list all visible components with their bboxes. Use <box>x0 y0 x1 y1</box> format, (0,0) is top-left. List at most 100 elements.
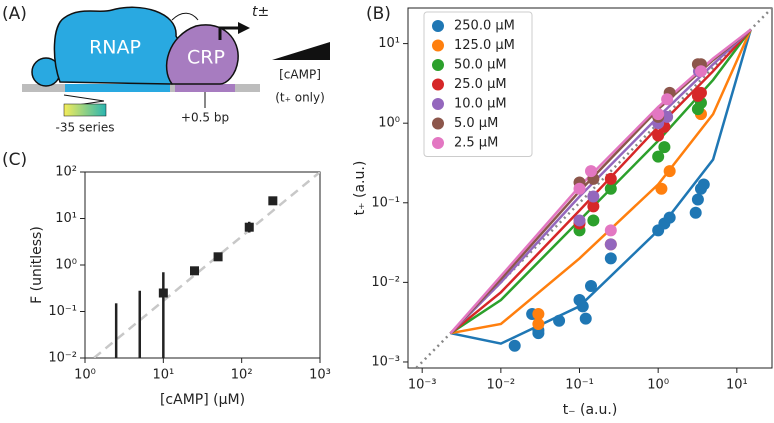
y-tick-label: 10¹ <box>378 36 400 51</box>
point <box>553 314 566 327</box>
chart: (B) 10⁻³ 10⁻² 10⁻¹ 10⁰ 10¹ 10⁻³ 10⁻² 10⁻¹ 10⁰ 10¹ t… <box>352 4 773 418</box>
legend-label: 125.0 μM <box>454 38 515 53</box>
panel-label: (B) <box>366 4 391 24</box>
legend-box <box>423 11 533 157</box>
point <box>663 165 676 178</box>
point <box>604 238 617 251</box>
point <box>532 327 545 340</box>
x-tick-label: 10⁰ <box>647 378 669 393</box>
x-tick-label: 10⁻³ <box>408 378 437 393</box>
point <box>694 86 707 99</box>
point <box>585 280 598 293</box>
point <box>213 252 223 262</box>
y-tick-label: 10⁻¹ <box>48 304 77 319</box>
legend-marker <box>432 59 444 71</box>
x-tick-label: 10² <box>231 368 253 383</box>
point <box>697 178 710 191</box>
legend-marker <box>432 137 444 149</box>
point <box>585 165 598 178</box>
promoter-arrow <box>218 26 240 40</box>
fit-line <box>450 29 752 335</box>
legend-marker <box>432 98 444 110</box>
point <box>579 312 592 325</box>
dna-crp-site <box>175 84 235 92</box>
y-tick-label: 10¹ <box>55 211 77 226</box>
x-axis-title: [cAMP] (μM) <box>160 392 245 408</box>
y-tick-label: 10⁻² <box>371 275 400 290</box>
panel-label: (C) <box>2 150 27 170</box>
x-tick-label: 10⁻¹ <box>565 378 594 393</box>
legend-label: 2.5 μM <box>454 136 498 151</box>
legend-marker <box>432 117 444 130</box>
point <box>604 182 617 195</box>
point <box>604 252 617 265</box>
point <box>652 108 665 121</box>
point <box>587 200 600 213</box>
x-tick-label: 10¹ <box>152 368 174 383</box>
point <box>658 141 671 154</box>
y-tick-label: 10⁻³ <box>371 354 400 369</box>
point <box>661 93 674 106</box>
legend-label: 250.0 μM <box>454 19 515 34</box>
fit-line <box>450 29 752 345</box>
point <box>652 129 665 142</box>
crp-label: CRP <box>187 47 225 69</box>
legend-label: 50.0 μM <box>454 58 507 73</box>
point <box>244 222 254 232</box>
interaction-arrow <box>171 12 199 21</box>
point <box>532 308 545 321</box>
legend-label: 10.0 μM <box>454 97 507 112</box>
point <box>576 300 589 313</box>
legend-marker <box>432 78 444 91</box>
point <box>573 182 586 195</box>
point <box>694 65 707 78</box>
point <box>587 214 600 227</box>
point <box>691 193 704 206</box>
point <box>158 288 168 298</box>
shift-label: +0.5 bp <box>181 111 229 125</box>
panel-label: (A) <box>2 4 27 24</box>
y-axis-title: t₊ (a.u.) <box>352 161 368 216</box>
point <box>604 224 617 237</box>
legend-marker <box>432 39 444 52</box>
concentration-wedge <box>272 42 330 60</box>
legend: 250.0 μM 125.0 μM 50.0 μM 25.0 μM 10.0 μM 5.0… <box>423 11 533 157</box>
plot-area <box>93 172 320 358</box>
plot-area <box>414 8 772 368</box>
fit-line <box>449 28 752 335</box>
dna-rnap-site <box>65 84 170 92</box>
y-tick-label: 10⁻¹ <box>371 195 400 210</box>
point <box>604 172 617 185</box>
diagram: (A) RNAP CRP t± [cAMP] (t₊ only) -35 ser… <box>2 4 330 135</box>
y-tick-label: 10² <box>55 165 77 180</box>
ligand-note: (t₊ only) <box>275 91 325 105</box>
fit-line <box>449 28 752 335</box>
point <box>573 214 586 227</box>
point <box>689 206 702 219</box>
legend-marker <box>432 20 444 32</box>
point <box>190 266 200 276</box>
y-axis-title: F (unitless) <box>29 226 45 304</box>
series-gradient <box>63 103 107 117</box>
fit-line <box>449 28 752 335</box>
x-tick-label: 10⁰ <box>74 368 96 383</box>
legend-label: 5.0 μM <box>454 116 498 131</box>
ligand-label: [cAMP] <box>279 68 321 82</box>
transcript-label: t± <box>252 4 269 20</box>
point <box>268 196 278 206</box>
point <box>663 211 676 224</box>
reference-line <box>93 172 320 358</box>
point <box>655 182 668 195</box>
y-tick-label: 10⁻² <box>48 351 77 366</box>
x-tick-label: 10³ <box>309 368 331 383</box>
y-tick-label: 10⁰ <box>378 116 400 131</box>
point <box>587 190 600 203</box>
legend-label: 25.0 μM <box>454 77 507 92</box>
x-axis-title: t₋ (a.u.) <box>563 402 618 418</box>
plot-frame <box>407 7 773 369</box>
y-tick-label: 10⁰ <box>55 258 77 273</box>
x-tick-label: 10¹ <box>726 378 748 393</box>
rnap-label: RNAP <box>89 37 141 59</box>
point <box>532 317 545 330</box>
point <box>652 150 665 163</box>
